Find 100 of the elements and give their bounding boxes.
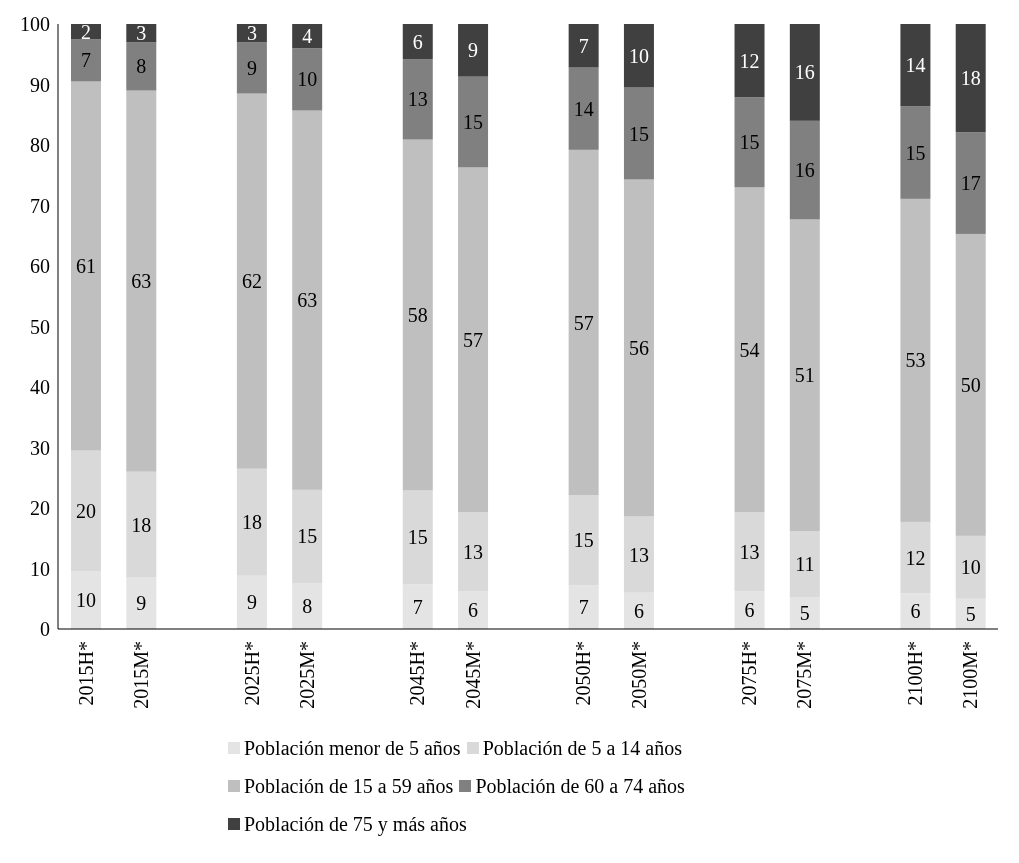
bar: [71, 39, 101, 82]
data-label: 12: [739, 49, 760, 72]
data-label: 13: [628, 543, 649, 566]
bar: [900, 106, 931, 199]
data-label: 6: [412, 30, 423, 53]
data-label: 5: [799, 602, 810, 625]
bar: [458, 76, 489, 168]
bar: [71, 81, 101, 451]
y-tick-label: 70: [30, 194, 50, 217]
bar: [126, 90, 157, 472]
bar: [623, 87, 654, 180]
data-label: 13: [463, 540, 484, 563]
bar: [568, 24, 599, 68]
x-tick-label: 2075H*: [738, 641, 761, 706]
bar: [955, 233, 986, 536]
bar: [789, 24, 820, 121]
y-tick-label: 30: [30, 436, 50, 459]
data-label: 4: [302, 25, 313, 48]
data-label: 15: [739, 131, 760, 154]
bar: [623, 24, 654, 88]
data-label: 2: [81, 20, 91, 43]
data-label: 10: [960, 556, 981, 579]
data-label: 7: [81, 49, 91, 72]
bar: [568, 149, 599, 496]
data-label: 17: [960, 172, 981, 195]
data-label: 6: [910, 600, 921, 623]
data-label: 8: [136, 55, 147, 78]
data-label: 63: [131, 270, 152, 293]
data-label: 57: [463, 328, 484, 351]
x-tick-label: 2075M*: [793, 641, 816, 709]
data-label: 6: [468, 599, 479, 622]
data-label: 3: [246, 22, 257, 45]
data-label: 9: [468, 39, 479, 62]
legend-label: Población de 60 a 74 años: [474, 774, 685, 799]
data-label: 61: [76, 255, 96, 277]
bar: [402, 59, 433, 140]
data-label: 15: [628, 122, 649, 145]
bar: [236, 42, 267, 94]
data-label: 14: [573, 97, 594, 120]
data-label: 6: [633, 599, 644, 622]
data-label: 63: [297, 289, 318, 312]
data-label: 50: [960, 373, 981, 396]
data-label: 15: [407, 526, 428, 549]
data-label: 18: [960, 67, 981, 90]
data-label: 51: [794, 364, 815, 387]
data-label: 9: [246, 591, 257, 614]
bar: [734, 187, 765, 513]
data-label: 18: [241, 511, 262, 534]
data-label: 6: [744, 599, 755, 622]
data-label: 5: [965, 602, 976, 625]
bar: [236, 93, 267, 469]
x-tick-label: 2025H*: [240, 641, 263, 706]
data-label: 54: [739, 338, 760, 361]
bar: [955, 24, 986, 133]
bar: [292, 110, 323, 490]
x-tick-label: 2045M*: [461, 641, 484, 709]
x-tick-label: 2050H*: [572, 641, 595, 706]
data-label: 15: [905, 141, 926, 164]
legend-label: Población menor de 5 años: [243, 736, 461, 761]
data-label: 20: [76, 500, 96, 523]
data-label: 15: [297, 525, 318, 548]
data-label: 12: [905, 546, 926, 569]
data-label: 15: [573, 529, 594, 552]
y-tick-label: 80: [30, 134, 50, 157]
data-label: 10: [297, 68, 318, 91]
bar: [734, 24, 765, 98]
y-tick-label: 0: [40, 618, 50, 641]
bar: [402, 24, 433, 60]
data-label: 7: [578, 596, 589, 619]
data-label: 16: [794, 61, 815, 84]
legend-label: Población de 75 y más años: [243, 812, 467, 838]
bar: [292, 48, 323, 111]
data-label: 16: [794, 159, 815, 182]
data-label: 7: [412, 595, 423, 618]
x-tick-label: 2015M*: [129, 641, 152, 709]
y-tick-label: 10: [30, 557, 50, 580]
data-label: 58: [407, 304, 428, 327]
data-label: 57: [573, 311, 594, 334]
data-label: 7: [578, 34, 589, 57]
data-label: 53: [905, 349, 926, 372]
data-label: 18: [131, 513, 152, 536]
data-label: 15: [463, 111, 484, 134]
y-tick-label: 100: [20, 13, 50, 36]
bar: [789, 120, 820, 220]
y-tick-label: 60: [30, 255, 50, 278]
y-tick-label: 40: [30, 376, 50, 399]
y-tick-label: 90: [30, 73, 50, 96]
data-label: 8: [302, 595, 313, 618]
data-label: 13: [407, 88, 428, 111]
data-label: 56: [628, 336, 649, 359]
bar: [955, 132, 986, 234]
data-label: 3: [136, 22, 147, 45]
bar: [458, 167, 489, 513]
bar: [900, 198, 931, 522]
bar: [568, 67, 599, 150]
bar: [458, 24, 489, 77]
y-tick-label: 20: [30, 497, 50, 520]
data-label: 14: [905, 54, 926, 77]
data-label: 10: [628, 44, 649, 67]
x-tick-label: 2045H*: [406, 641, 429, 706]
